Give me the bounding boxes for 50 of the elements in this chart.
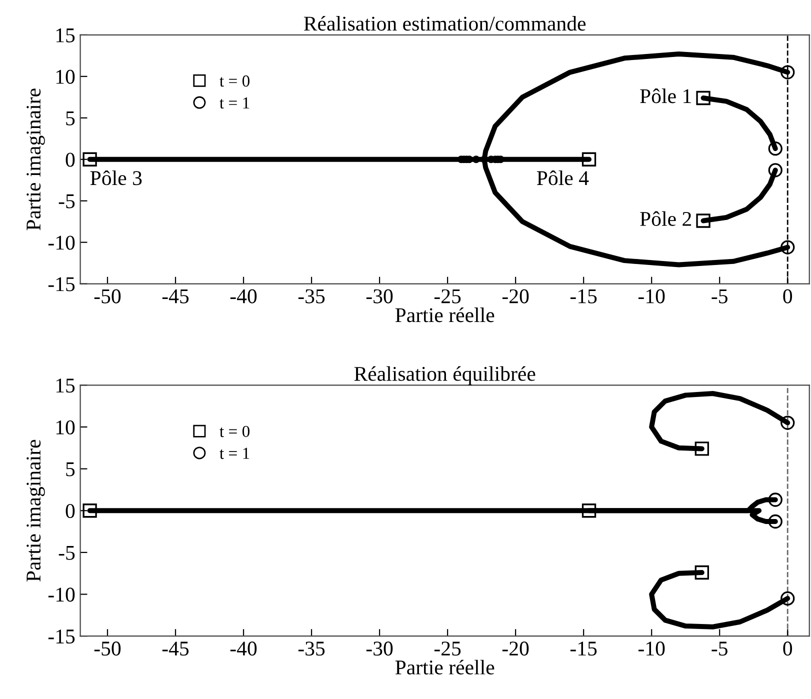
x-tick-label: -15 (570, 289, 597, 304)
x-tick-label: -20 (502, 642, 529, 656)
x-tick-label: -50 (94, 289, 121, 304)
x-tick-label: -30 (366, 289, 393, 304)
x-tick-label: -10 (638, 642, 665, 656)
y-tick-label: -15 (48, 630, 75, 644)
x-tick-label: -35 (298, 642, 325, 656)
legend-label: t = 0 (220, 75, 250, 87)
x-tick-label: -15 (570, 642, 597, 656)
y-tick-label: 10 (56, 70, 75, 84)
y-axis-title: Partie imaginaire (26, 440, 45, 582)
y-tick-label: -5 (58, 194, 75, 208)
y-axis-title: Partie imaginaire (26, 88, 45, 230)
annotation: Pôle 1 (640, 88, 691, 104)
annotation: Pôle 4 (536, 170, 589, 186)
x-tick-label: -5 (712, 642, 728, 656)
legend-label: t = 1 (220, 97, 250, 109)
chart-title: Réalisation équilibrée (354, 366, 536, 386)
x-tick-label: -50 (94, 642, 121, 656)
legend-label: t = 0 (220, 426, 250, 438)
y-tick-label: 15 (56, 378, 75, 393)
legend-label: t = 1 (220, 448, 250, 459)
y-tick-label: -15 (48, 277, 75, 292)
chart-title: Réalisation estimation/commande (304, 16, 586, 31)
x-tick-label: -40 (230, 289, 257, 304)
annotation: Pôle 2 (640, 211, 692, 226)
y-tick-label: 5 (66, 462, 75, 476)
y-tick-label: 10 (56, 420, 75, 434)
x-axis-title: Partie réelle (395, 660, 494, 675)
x-tick-label: -45 (162, 289, 189, 304)
x-tick-label: -40 (230, 642, 257, 656)
y-tick-label: 0 (66, 504, 75, 518)
x-tick-label: -25 (434, 289, 461, 304)
annotation: Pôle 3 (90, 170, 142, 186)
x-tick-label: -20 (502, 289, 529, 304)
x-tick-label: -45 (162, 642, 189, 656)
x-tick-label: -35 (298, 289, 325, 304)
x-tick-label: -10 (638, 289, 665, 304)
x-tick-label: -30 (366, 642, 393, 656)
y-tick-label: 0 (66, 152, 75, 167)
x-tick-label: 0 (783, 289, 792, 304)
y-tick-label: -5 (58, 546, 75, 560)
y-tick-label: 5 (66, 111, 75, 126)
x-tick-label: 0 (783, 642, 792, 656)
x-axis-title: Partie réelle (395, 308, 494, 322)
x-tick-label: -5 (712, 289, 728, 304)
x-tick-label: -25 (434, 642, 461, 656)
y-tick-label: -10 (48, 236, 75, 250)
y-tick-label: 15 (56, 28, 75, 42)
y-tick-label: -10 (48, 588, 75, 602)
